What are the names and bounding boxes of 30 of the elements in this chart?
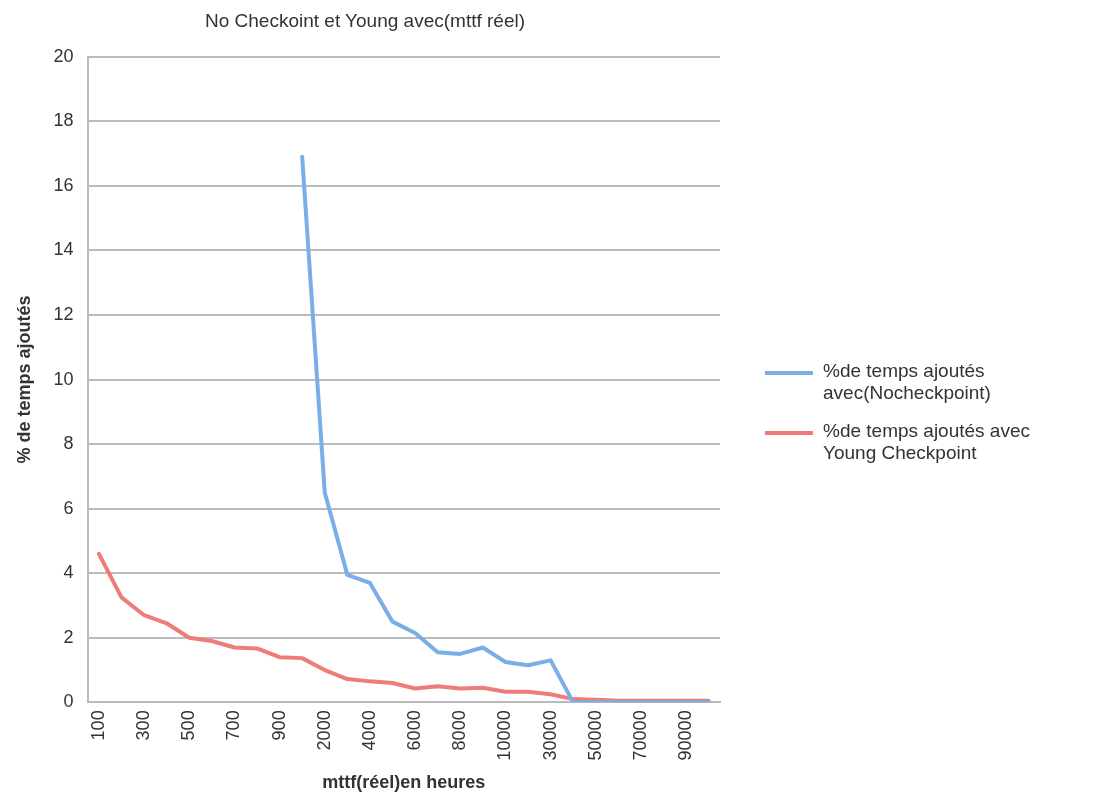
y-tick-label: 14 — [53, 239, 74, 260]
y-tick-label: 18 — [53, 110, 74, 131]
y-axis-title: % de temps ajoutés — [13, 295, 34, 464]
y-tick-label: 4 — [63, 562, 74, 583]
x-axis-title: mttf(réel)en heures — [322, 772, 486, 793]
x-tick-label: 70000 — [629, 710, 650, 761]
chart-title: No Checkoint et Young avec(mttf réel) — [204, 9, 526, 31]
legend-label: %de temps ajoutés avec(Nocheckpoint) — [823, 360, 992, 404]
y-tick-label: 8 — [63, 433, 74, 454]
x-tick-label: 30000 — [539, 710, 560, 761]
x-tick-label: 700 — [223, 710, 244, 741]
x-tick-label: 6000 — [404, 710, 425, 751]
y-tick-label: 16 — [53, 174, 74, 195]
x-tick-label: 8000 — [449, 710, 470, 751]
x-tick-label: 10000 — [494, 710, 515, 761]
x-tick-label: 90000 — [675, 710, 696, 761]
y-tick-label: 0 — [63, 691, 74, 712]
x-tick-label: 500 — [178, 710, 199, 741]
x-tick-label: 100 — [87, 710, 108, 741]
y-tick-label: 12 — [53, 303, 74, 324]
x-tick-label: 4000 — [358, 710, 379, 751]
x-tick-label: 2000 — [313, 710, 334, 751]
x-tick-label: 50000 — [584, 710, 605, 761]
y-tick-label: 10 — [53, 368, 74, 389]
y-tick-label: 2 — [63, 626, 74, 647]
x-tick-label: 900 — [268, 710, 289, 741]
legend-label: %de temps ajoutés avec Young Checkpoint — [823, 420, 1031, 464]
x-tick-label: 300 — [133, 710, 154, 741]
y-tick-label: 20 — [53, 45, 74, 66]
y-tick-label: 6 — [63, 497, 74, 518]
